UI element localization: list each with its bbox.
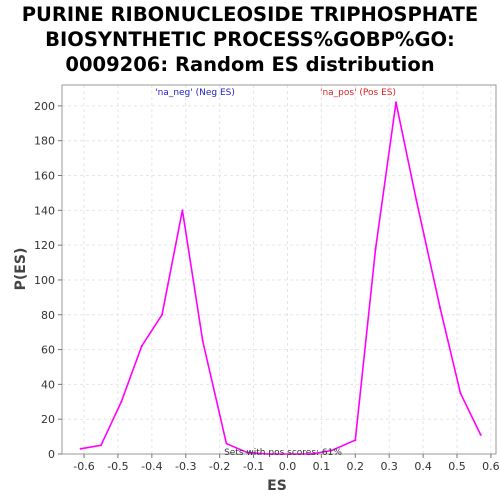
data-point: [394, 101, 397, 104]
y-tick-label: 180: [34, 135, 55, 148]
x-tick-label: 0.1: [313, 460, 331, 473]
y-axis-label: P(ES): [13, 248, 29, 291]
data-point: [79, 447, 82, 450]
y-tick-label: 80: [41, 309, 55, 322]
x-axis-label: ES: [267, 478, 287, 494]
pos-es-label: 'na_pos' (Pos ES): [320, 88, 396, 98]
data-point: [374, 247, 377, 250]
chart-title-line-1: PURINE RIBONUCLEOSIDE TRIPHOSPHATE: [21, 3, 479, 26]
data-point: [289, 453, 292, 455]
x-axis-ticks: -0.6 -0.5 -0.4 -0.3 -0.2 -0.1 0.0 0.1 0.2 0.3 0.4 0…: [73, 454, 500, 473]
data-point: [181, 209, 184, 212]
x-tick-label: 0.3: [380, 460, 398, 473]
x-tick-label: -0.5: [107, 460, 128, 473]
y-tick-label: 120: [34, 239, 55, 252]
data-point: [310, 453, 313, 455]
x-tick-label: -0.3: [175, 460, 196, 473]
data-point: [266, 453, 269, 455]
y-tick-label: 40: [41, 378, 55, 391]
data-point: [140, 345, 143, 348]
x-tick-label: -0.2: [209, 460, 230, 473]
data-point: [415, 198, 418, 201]
x-tick-label: 0.0: [279, 460, 297, 473]
es-distribution-line: [80, 102, 482, 455]
data-point: [99, 444, 102, 447]
x-tick-label: 0.6: [482, 460, 500, 473]
data-point: [479, 433, 482, 436]
data-point: [330, 449, 333, 452]
x-tick-label: 0.5: [448, 460, 466, 473]
chart-title-line-2: BIOSYNTHETIC PROCESS%GOBP%GO:: [45, 28, 455, 51]
x-tick-label: -0.1: [243, 460, 264, 473]
y-tick-label: 100: [34, 274, 55, 287]
x-tick-label: -0.4: [141, 460, 162, 473]
y-tick-label: 60: [41, 344, 55, 357]
x-tick-label: 0.2: [347, 460, 365, 473]
data-point: [245, 451, 248, 454]
y-tick-label: 0: [48, 448, 55, 461]
data-point: [161, 313, 164, 316]
chart-title-line-3: 0009206: Random ES distribution: [65, 53, 435, 76]
neg-es-label: 'na_neg' (Neg ES): [155, 88, 235, 98]
data-point: [225, 442, 228, 445]
y-axis-ticks: 0 20 40 60 80 100 120 140 160 180 200: [34, 100, 62, 461]
x-tick-label: 0.4: [414, 460, 432, 473]
data-point: [439, 306, 442, 309]
pos-scores-footer: Sets with pos scores: 61%: [224, 448, 342, 458]
x-tick-label: -0.6: [73, 460, 94, 473]
series-layer: [79, 101, 482, 455]
data-point: [459, 392, 462, 395]
y-tick-label: 140: [34, 204, 55, 217]
y-tick-label: 20: [41, 413, 55, 426]
y-tick-label: 200: [34, 100, 55, 113]
y-tick-label: 160: [34, 170, 55, 183]
data-point: [354, 439, 357, 442]
chart-title: PURINE RIBONUCLEOSIDE TRIPHOSPHATE BIOSY…: [0, 2, 500, 77]
data-point: [201, 339, 204, 342]
data-point: [120, 400, 123, 403]
